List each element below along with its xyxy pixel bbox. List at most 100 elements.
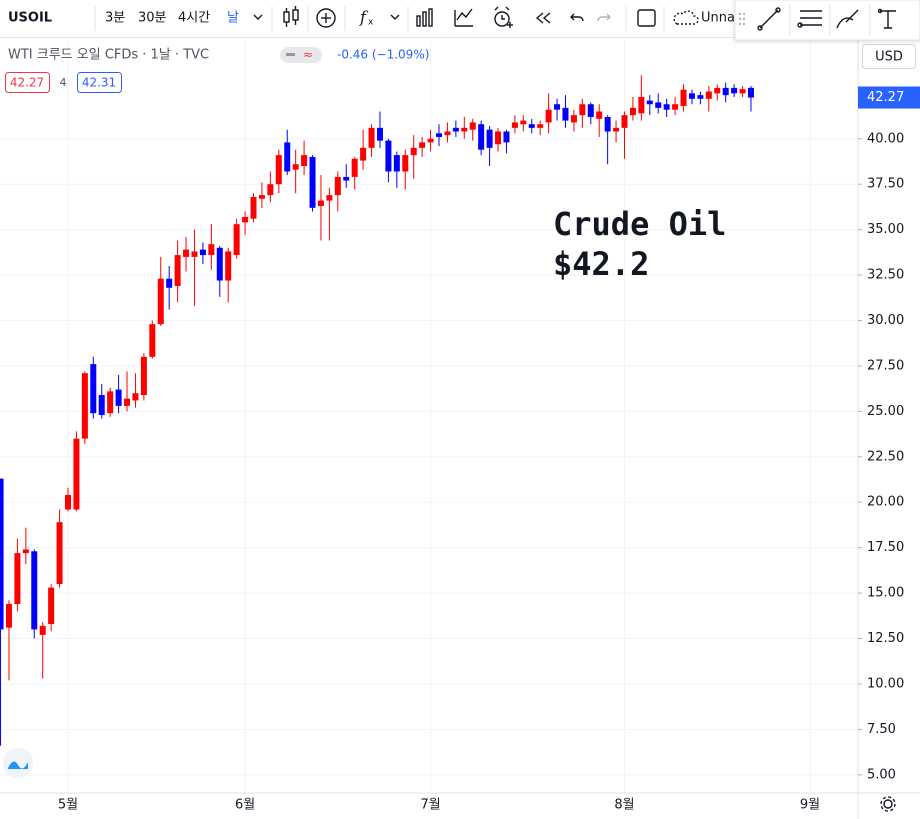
candle-body — [56, 522, 63, 585]
currency-label: USD — [875, 50, 903, 65]
candle-body — [334, 176, 341, 196]
y-tick-label: 22.50 — [867, 449, 904, 464]
candle-body — [503, 131, 510, 143]
candle-body — [326, 195, 333, 201]
candle-body — [486, 129, 493, 148]
redo-icon[interactable] — [597, 13, 611, 22]
y-tick-label: 15.00 — [867, 586, 904, 601]
candle-body — [39, 625, 46, 635]
y-tick-label: 20.00 — [867, 495, 904, 510]
candle-body — [140, 356, 147, 396]
interval[interactable]: 4시간 — [178, 11, 210, 26]
candle-body — [520, 120, 527, 125]
interval[interactable]: 30분 — [138, 11, 167, 26]
candle-body — [48, 587, 55, 624]
templates-icon[interactable] — [454, 8, 473, 27]
bid-price: 42.27 — [10, 76, 44, 90]
grid — [0, 37, 858, 793]
interval-active[interactable]: 날 — [227, 11, 239, 26]
x-tick-label: 8월 — [614, 798, 634, 813]
candle-body — [562, 107, 569, 121]
candle-body — [436, 133, 442, 137]
candle-body — [183, 249, 190, 257]
candle-body — [174, 255, 181, 286]
layout-name[interactable]: Unna — [701, 11, 735, 26]
cloud-icon[interactable] — [673, 10, 699, 25]
legend-change: -0.46 (−1.09%) — [337, 48, 429, 62]
legend-pill[interactable] — [280, 47, 322, 63]
y-tick-label: 40.00 — [867, 131, 904, 146]
candle-body — [250, 196, 257, 219]
brush-tool[interactable] — [836, 9, 859, 29]
y-tick-label: 30.00 — [867, 313, 904, 328]
interval[interactable]: 3분 — [105, 11, 125, 26]
candle-body — [419, 142, 426, 148]
text-tool[interactable] — [877, 8, 897, 29]
candle-body — [672, 104, 679, 110]
drag-handle[interactable] — [739, 13, 745, 25]
x-tick-label: 6월 — [235, 798, 255, 813]
candle-body — [301, 155, 308, 167]
candle-body — [731, 87, 738, 94]
candle-body — [554, 104, 561, 110]
y-tick-label: 12.50 — [867, 631, 904, 646]
fib-tool[interactable] — [797, 10, 822, 28]
candle-icon[interactable] — [283, 6, 299, 27]
compare-icon[interactable] — [316, 8, 336, 28]
candle-body — [124, 398, 131, 406]
candle-body — [478, 124, 485, 150]
last-price-label: 42.27 — [867, 90, 904, 105]
candle-body — [469, 122, 476, 130]
candle-body — [258, 195, 265, 199]
candle-body — [579, 104, 586, 116]
candle-body — [495, 131, 502, 145]
candle-body — [284, 142, 291, 172]
replay-icon[interactable] — [535, 12, 551, 24]
bars-icon[interactable] — [416, 8, 433, 27]
spread: 4 — [60, 76, 67, 89]
fullscreen-icon[interactable] — [637, 9, 656, 27]
candle-body — [621, 115, 628, 128]
candle-body — [739, 89, 746, 94]
candle-body — [317, 200, 324, 207]
candle-body — [242, 216, 249, 223]
y-tick-label: 35.00 — [867, 222, 904, 237]
y-tick-label: 32.50 — [867, 268, 904, 283]
candle-body — [31, 551, 38, 630]
candle-body — [537, 124, 544, 128]
candle-body — [216, 247, 223, 281]
indicators-icon[interactable]: f — [359, 8, 369, 27]
y-tick-label: 10.00 — [867, 676, 904, 691]
candle-body — [596, 111, 603, 119]
legend-icon — [286, 53, 295, 56]
ask-price: 42.31 — [82, 76, 116, 90]
candle-body — [604, 116, 611, 132]
dropdown[interactable] — [253, 14, 263, 20]
candle-body — [275, 155, 282, 185]
candle-body — [225, 251, 232, 281]
settings-icon[interactable] — [880, 796, 896, 812]
candle-body — [511, 122, 518, 128]
last-price-box — [858, 86, 920, 109]
dropdown[interactable] — [390, 14, 400, 20]
candle-body — [587, 104, 594, 117]
candle-body — [570, 115, 577, 123]
ask-box[interactable] — [77, 72, 122, 93]
y-tick-label: 25.00 — [867, 404, 904, 419]
currency-button[interactable] — [862, 44, 916, 69]
trendline-tool[interactable] — [757, 7, 781, 31]
candle-body — [368, 127, 375, 148]
candle-body — [360, 147, 367, 161]
alert-icon[interactable] — [494, 6, 513, 28]
candle-body — [81, 373, 88, 439]
bid-box[interactable] — [5, 72, 50, 93]
logo[interactable] — [3, 748, 33, 778]
candle-body — [157, 278, 164, 325]
candle-body — [208, 244, 215, 256]
x-tick-label: 5월 — [58, 798, 78, 813]
legend-icon: ≈ — [303, 48, 313, 62]
undo-icon[interactable] — [570, 13, 584, 22]
symbol[interactable]: USOIL — [8, 11, 52, 26]
candle-body — [461, 127, 468, 132]
